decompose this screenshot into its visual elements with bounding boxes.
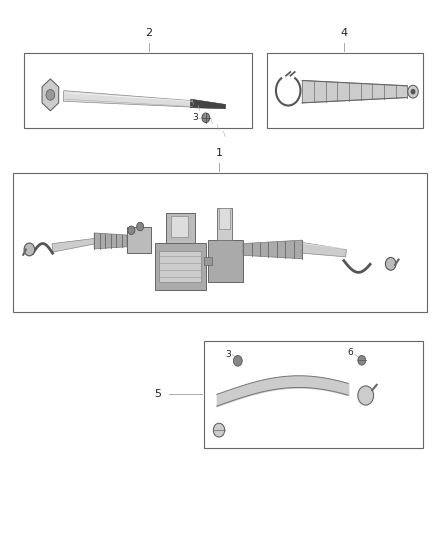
Text: 5: 5 bbox=[154, 390, 161, 399]
Polygon shape bbox=[302, 243, 346, 257]
Text: 3: 3 bbox=[226, 350, 232, 359]
Bar bbox=[208, 240, 243, 282]
Circle shape bbox=[137, 222, 144, 231]
Text: 4: 4 bbox=[340, 28, 347, 38]
Bar bbox=[217, 208, 232, 240]
Bar bbox=[166, 213, 195, 243]
Circle shape bbox=[358, 386, 374, 405]
Bar bbox=[267, 53, 423, 128]
Text: 2: 2 bbox=[145, 28, 152, 38]
Circle shape bbox=[385, 257, 396, 270]
Polygon shape bbox=[190, 99, 226, 109]
Text: 3: 3 bbox=[192, 114, 198, 122]
Bar bbox=[24, 53, 252, 128]
Polygon shape bbox=[63, 91, 193, 107]
Bar bbox=[204, 341, 423, 448]
Circle shape bbox=[411, 90, 415, 94]
Circle shape bbox=[202, 113, 210, 123]
Circle shape bbox=[24, 243, 35, 256]
Text: 1: 1 bbox=[215, 148, 223, 158]
Bar bbox=[13, 173, 427, 312]
Circle shape bbox=[213, 423, 225, 437]
Circle shape bbox=[46, 90, 55, 100]
Bar bbox=[219, 208, 230, 229]
Polygon shape bbox=[42, 79, 59, 111]
Polygon shape bbox=[52, 238, 97, 252]
Bar bbox=[171, 216, 188, 237]
Polygon shape bbox=[243, 240, 302, 259]
Polygon shape bbox=[94, 233, 127, 249]
Bar bbox=[159, 251, 201, 282]
Circle shape bbox=[408, 85, 418, 98]
Text: 6: 6 bbox=[347, 349, 353, 357]
Circle shape bbox=[358, 356, 366, 365]
Bar bbox=[204, 257, 212, 265]
Bar bbox=[155, 243, 206, 290]
Polygon shape bbox=[302, 80, 407, 103]
Circle shape bbox=[128, 226, 135, 235]
Circle shape bbox=[233, 356, 242, 366]
Bar bbox=[127, 227, 151, 253]
